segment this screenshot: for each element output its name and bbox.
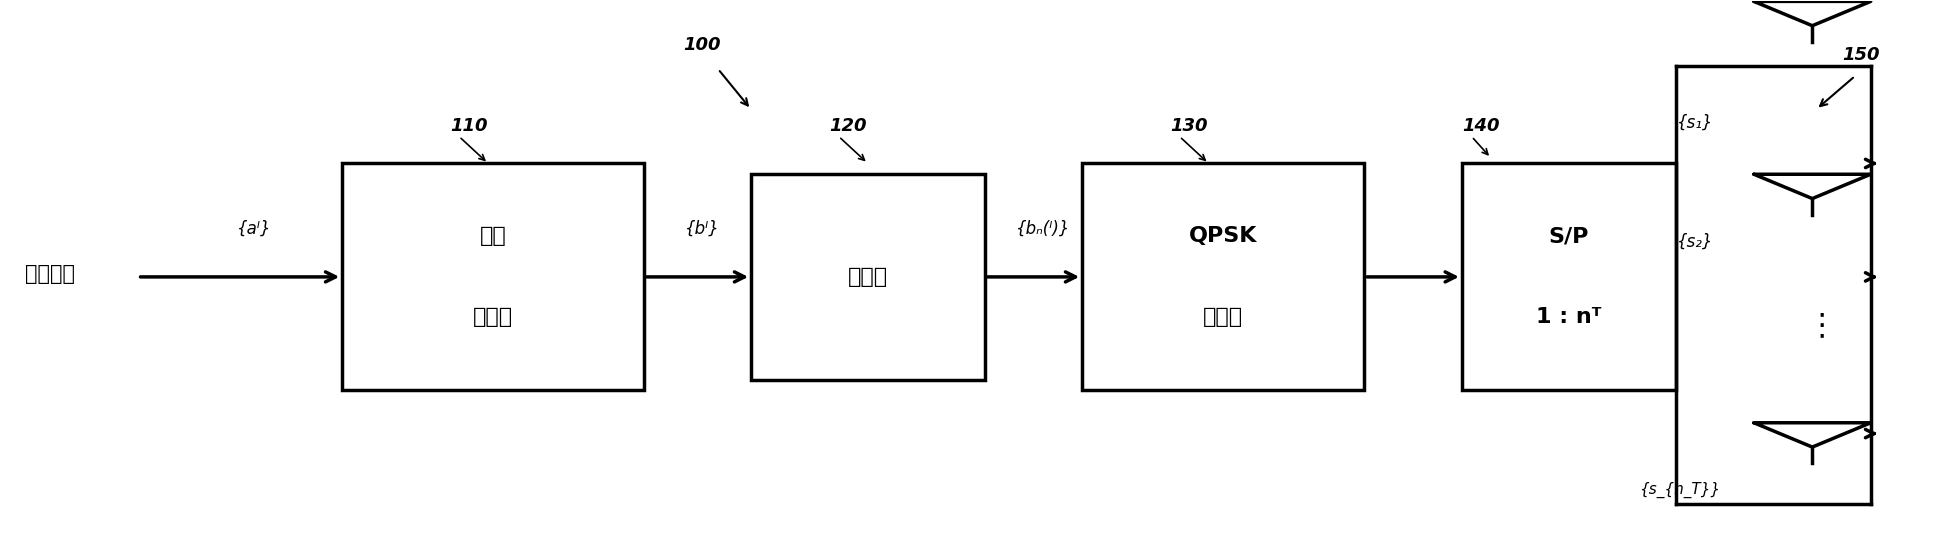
Text: 1 : nᵀ: 1 : nᵀ: [1537, 307, 1601, 327]
Text: 100: 100: [684, 36, 722, 54]
Text: 信道: 信道: [480, 226, 507, 247]
Text: 140: 140: [1462, 117, 1500, 135]
Text: ⋮: ⋮: [1808, 311, 1837, 340]
Text: 120: 120: [829, 117, 868, 135]
Text: {s₁}: {s₁}: [1677, 114, 1714, 132]
Bar: [1462, 163, 1675, 390]
Text: {aᴵ}: {aᴵ}: [238, 219, 271, 237]
Text: 110: 110: [450, 117, 488, 135]
Text: {bₙ(ᴵ)}: {bₙ(ᴵ)}: [1016, 219, 1071, 237]
Bar: [341, 163, 644, 390]
Text: {s₂}: {s₂}: [1677, 233, 1714, 251]
Bar: [751, 174, 985, 380]
Text: S/P: S/P: [1548, 226, 1589, 247]
Text: 交织器: 交织器: [848, 267, 887, 287]
Text: 130: 130: [1170, 117, 1207, 135]
Text: QPSK: QPSK: [1190, 226, 1258, 247]
Text: 二进制源: 二进制源: [25, 264, 74, 284]
Text: 编码器: 编码器: [474, 307, 513, 327]
Text: 150: 150: [1843, 46, 1880, 65]
Text: 解调器: 解调器: [1203, 307, 1244, 327]
Text: {bᴵ}: {bᴵ}: [684, 219, 720, 237]
Bar: [1082, 163, 1365, 390]
Text: {s_{n_T}}: {s_{n_T}}: [1640, 482, 1720, 498]
